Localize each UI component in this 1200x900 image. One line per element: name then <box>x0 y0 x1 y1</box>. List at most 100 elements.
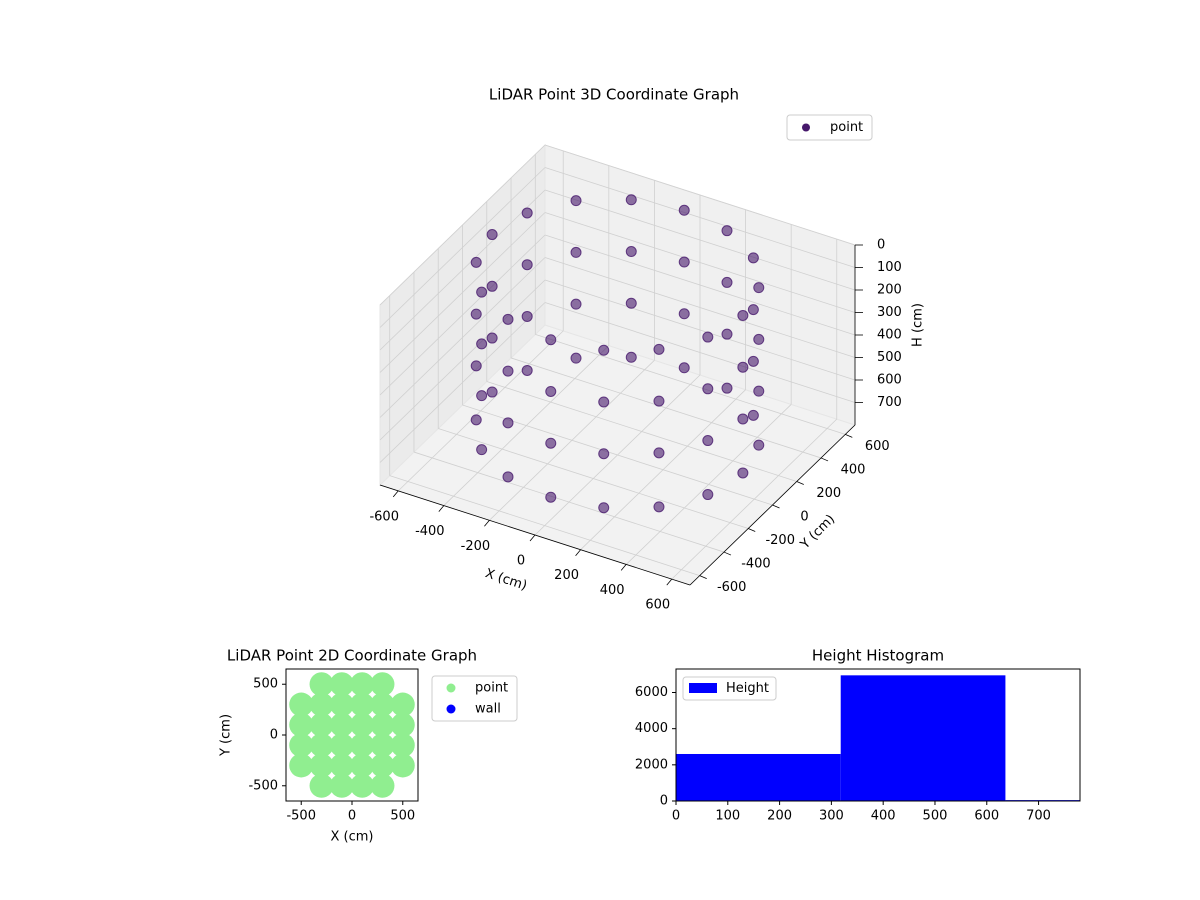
x-tick-label: 0 <box>517 554 525 569</box>
chart-title: LiDAR Point 2D Coordinate Graph <box>227 647 477 665</box>
x-tick-label: -600 <box>369 509 399 524</box>
point <box>370 672 395 697</box>
point <box>329 773 354 798</box>
y-tick-label: -500 <box>248 778 278 793</box>
point <box>753 439 765 451</box>
z-tick-label: 700 <box>877 395 902 410</box>
point <box>702 489 714 501</box>
point <box>678 362 690 374</box>
point <box>289 753 314 778</box>
legend-label: Height <box>726 681 769 696</box>
grid-line <box>379 234 546 396</box>
point <box>476 286 488 298</box>
point <box>545 385 557 397</box>
point <box>370 753 395 778</box>
point <box>390 733 415 758</box>
x-tick-label: 300 <box>819 809 844 824</box>
point <box>753 282 765 294</box>
x-axis-label: X (cm) <box>331 830 374 845</box>
point <box>753 333 765 345</box>
point <box>521 310 533 322</box>
point <box>350 733 375 758</box>
point <box>390 712 415 737</box>
x-tick <box>484 520 490 527</box>
grid-line <box>544 279 856 381</box>
x-tick-label: -200 <box>461 539 491 554</box>
point <box>476 444 488 456</box>
legend-marker <box>446 704 456 714</box>
point <box>702 435 714 447</box>
grid-line <box>544 167 856 268</box>
y-tick-label: 4000 <box>635 721 668 736</box>
legend-marker <box>802 123 810 132</box>
point <box>486 280 498 292</box>
x-tick-label: 200 <box>554 568 579 583</box>
x-tick <box>575 549 581 556</box>
point <box>370 692 395 717</box>
grid-line <box>379 167 546 328</box>
point <box>721 276 733 288</box>
legend-label: wall <box>475 702 501 717</box>
y-tick-label: 600 <box>865 439 890 454</box>
bar <box>840 675 1006 801</box>
legend-box <box>682 676 777 701</box>
point <box>653 343 665 355</box>
y-tick-label: 2000 <box>635 757 668 772</box>
point <box>470 360 482 372</box>
point <box>545 334 557 346</box>
y-tick-label: 0 <box>660 794 668 809</box>
legend-label: point <box>830 120 863 135</box>
point <box>329 672 354 697</box>
point <box>289 692 314 717</box>
scatter3d-chart: LiDAR Point 3D Coordinate Graph -600 -400 -… <box>369 86 925 613</box>
point <box>470 256 482 268</box>
point <box>370 773 395 798</box>
z-tick-label: 300 <box>877 305 902 320</box>
point <box>545 491 557 503</box>
z-tick-label: 0 <box>877 238 885 253</box>
x-tick-label: -400 <box>415 524 445 539</box>
point <box>747 409 759 421</box>
z-tick-label: 100 <box>877 260 902 275</box>
grid-line <box>544 302 856 403</box>
grid-line <box>379 257 546 418</box>
point <box>309 773 334 798</box>
x-tick-label: 0 <box>672 809 680 824</box>
point <box>329 712 354 737</box>
grid-line <box>535 334 846 435</box>
point <box>502 365 514 377</box>
grid-line <box>486 381 797 482</box>
point <box>737 361 749 373</box>
grid-line <box>413 451 725 553</box>
point <box>737 309 749 321</box>
y-tick <box>699 575 707 579</box>
grid-line <box>544 189 856 291</box>
point <box>309 712 334 737</box>
x-tick-label: 500 <box>390 809 415 824</box>
histogram-chart: Height Histogram 0 100 200 300 400 500 600 700 0 2… <box>635 647 1081 824</box>
y-tick <box>820 457 829 462</box>
point <box>625 297 637 309</box>
x-tick <box>529 534 536 542</box>
point <box>502 471 514 483</box>
point <box>370 733 395 758</box>
point <box>350 712 375 737</box>
point <box>598 344 610 356</box>
point <box>721 225 733 237</box>
point <box>476 338 488 350</box>
point <box>570 298 582 310</box>
point <box>502 313 514 325</box>
z-tick-label: 200 <box>877 283 902 298</box>
x-tick <box>666 578 673 586</box>
point <box>289 733 314 758</box>
z-tick-label: 500 <box>877 350 902 365</box>
y-tick-label: 500 <box>253 677 278 692</box>
z-axis-label: H (cm) <box>911 303 926 347</box>
grid-line <box>544 234 856 336</box>
point <box>309 753 334 778</box>
point <box>653 501 665 513</box>
x-axis-line <box>379 484 691 586</box>
point <box>329 753 354 778</box>
y-tick-label: 0 <box>270 728 278 743</box>
